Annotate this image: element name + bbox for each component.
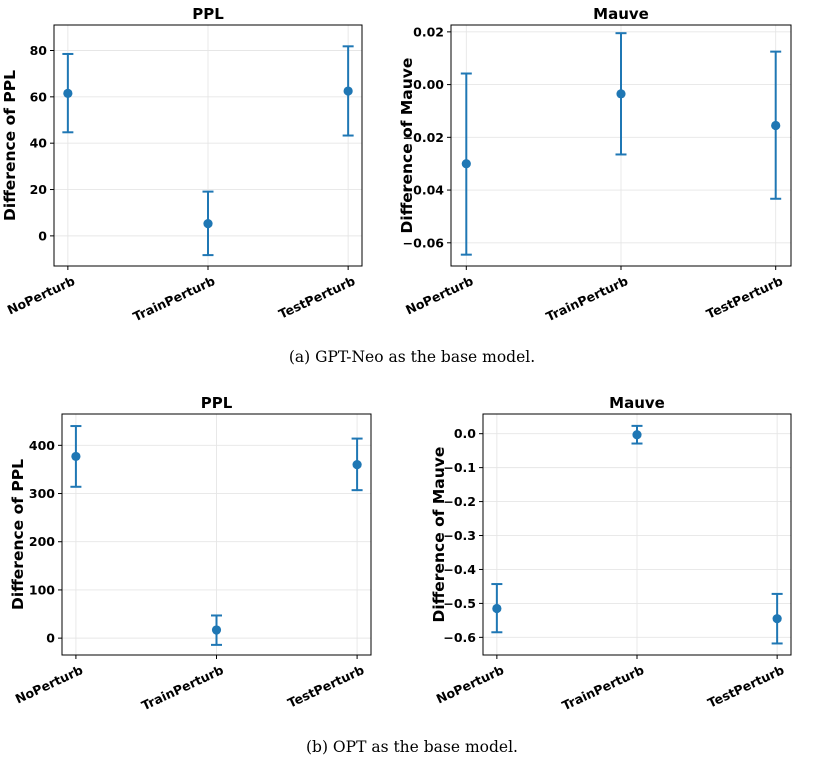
y-tick-label: −0.06 [403,235,445,250]
y-tick-label: 300 [29,486,55,501]
y-tick-label: −0.5 [443,596,476,611]
x-tick-label: TrainPerturb [139,662,226,713]
x-tick-label: TestPerturb [276,273,357,322]
y-tick-label: 0 [46,631,55,646]
y-tick-label: −0.4 [443,562,476,577]
y-tick-label: 60 [30,89,48,104]
data-point [492,603,502,614]
chart-title: PPL [192,5,224,23]
caption-b: (b) OPT as the base model. [306,738,518,756]
x-tick-label: TestPerturb [285,662,366,711]
data-point [772,614,782,624]
x-tick-label: TestPerturb [705,662,786,711]
data-point [63,88,73,98]
y-tick-label: −0.2 [443,494,476,509]
y-tick-label: 100 [29,582,55,597]
y-tick-label: −0.04 [403,183,445,198]
data-point [71,451,81,462]
y-tick-label: 20 [30,182,48,197]
y-tick-label: 0.0 [454,426,476,441]
x-tick-label: NoPerturb [434,662,506,706]
y-tick-label: 80 [30,43,48,58]
data-point [771,120,781,131]
data-point [352,460,362,470]
y-tick-label: −0.6 [443,630,476,645]
chart-panel-2: 0.02 0.00 −0.02 −0.04 −0.06 NoPerturb TrainPer… [398,5,792,324]
y-tick-label: 0 [38,228,47,243]
y-tick-label: 200 [29,534,55,549]
y-axis-label: Difference of Mauve [430,447,448,623]
chart-title: Mauve [609,394,665,412]
x-tick-label: NoPerturb [403,273,475,317]
y-tick-label: 40 [30,136,48,151]
y-axis-label: Difference of PPL [9,459,27,610]
x-tick-label: TrainPerturb [544,273,631,324]
y-tick-label: −0.1 [443,460,476,475]
y-tick-label: 400 [29,438,55,453]
y-axis-label: Difference of Mauve [398,58,416,234]
data-point [632,430,642,440]
data-point [616,89,626,99]
x-tick-label: NoPerturb [13,662,85,706]
chart-title: PPL [201,394,233,412]
data-point [203,218,213,229]
x-tick-label: TrainPerturb [560,662,647,713]
y-tick-label: −0.02 [403,130,444,145]
data-point [343,86,353,96]
chart-panel-1: 0 20 40 60 80 NoPerturb TrainPerturb TestPertur… [1,5,363,324]
data-point [461,159,471,169]
caption-a: (a) GPT-Neo as the base model. [289,348,535,366]
y-axis-label: Difference of PPL [1,70,19,221]
y-tick-label: 0.00 [413,77,444,92]
chart-panel-4: 0.0 −0.1 −0.2 −0.3 −0.4 −0.5 −0.6 NoPerturb Trai… [430,394,792,713]
data-point [211,625,222,635]
chart-panel-3: 0 100 200 300 400 NoPerturb TrainPerturb TestPe… [9,394,372,713]
x-tick-label: TestPerturb [704,273,785,322]
x-tick-label: NoPerturb [5,273,77,317]
y-tick-label: −0.3 [443,528,476,543]
chart-title: Mauve [593,5,649,23]
x-tick-label: TrainPerturb [131,273,218,324]
y-tick-label: 0.02 [413,24,444,39]
